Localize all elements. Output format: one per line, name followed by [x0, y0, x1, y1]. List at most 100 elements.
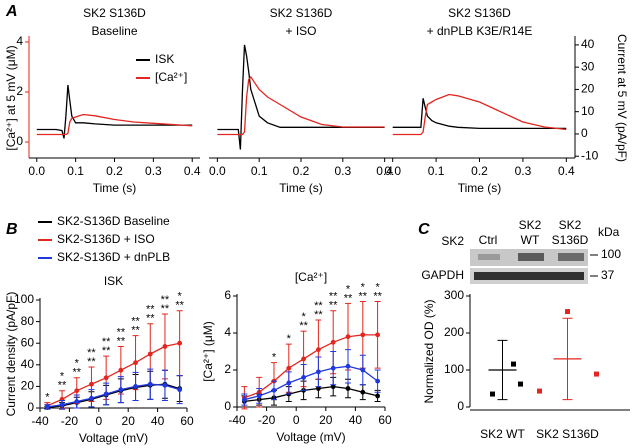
significance-label: *	[301, 311, 306, 323]
lane-label: S136D	[552, 233, 589, 247]
series-line	[36, 84, 193, 139]
y-tick-label: 0	[27, 400, 34, 414]
significance-label: *	[375, 281, 380, 293]
x-tick-label: -20	[258, 413, 276, 427]
data-point	[44, 404, 50, 410]
x-tick-label: 0.3	[515, 164, 532, 178]
significance-label: **	[314, 309, 323, 321]
y-tick-label: 0	[224, 399, 231, 413]
data-point	[330, 339, 336, 345]
x-tick-label: 0.1	[428, 164, 445, 178]
data-point	[301, 356, 306, 362]
significance-label: **	[102, 336, 111, 348]
panel-label: C	[418, 221, 430, 238]
significance-label: **	[299, 320, 308, 332]
row-label: SK2	[441, 234, 464, 248]
data-point	[375, 393, 380, 399]
data-point	[375, 378, 380, 384]
series-line	[36, 113, 193, 136]
chart-subtitle: + ISO	[285, 24, 316, 38]
data-point	[360, 389, 366, 395]
x-tick-label: 0.3	[334, 164, 351, 178]
significance-label: *	[346, 283, 351, 295]
data-point	[490, 391, 495, 397]
data-point	[594, 371, 599, 377]
y-tick-label: 300	[444, 288, 464, 302]
significance-label: **	[359, 290, 368, 302]
x-tick-label: 0.0	[209, 164, 226, 178]
significance-label: **	[117, 326, 126, 338]
y-tick-label: 2	[16, 84, 23, 98]
data-point	[162, 382, 168, 388]
y2-axis-label: Current at 5 mV (pA/pF)	[615, 34, 629, 162]
x-tick-label: SK2 S136D	[536, 427, 599, 441]
x-tick-label: 0.1	[251, 164, 268, 178]
chart-title: ISK	[104, 274, 123, 288]
data-point	[330, 384, 336, 390]
series-line	[244, 365, 378, 401]
y-tick-label: 6	[224, 288, 231, 302]
data-point	[375, 332, 380, 338]
y2-tick-label: 20	[581, 82, 595, 96]
x-tick-label: 0.2	[471, 164, 488, 178]
x-tick-label: -40	[31, 414, 49, 428]
series-line	[217, 75, 385, 136]
y-tick-label: 100	[444, 362, 464, 376]
blot-band	[518, 253, 544, 261]
x-axis-label: Voltage (mV)	[276, 430, 345, 444]
data-point	[133, 360, 138, 366]
significance-label: **	[329, 300, 338, 312]
y-axis-label: [Ca²⁺] (μM)	[201, 321, 215, 382]
series-line	[244, 385, 378, 403]
significance-label: *	[287, 333, 292, 345]
significance-label: **	[175, 300, 184, 312]
data-point	[74, 388, 80, 394]
lane-label: Ctrl	[479, 233, 498, 247]
row-label: GAPDH	[421, 268, 464, 282]
series-line	[47, 383, 180, 408]
data-point	[59, 402, 65, 408]
data-point	[103, 391, 109, 397]
chart-subtitle: Baseline	[91, 24, 137, 38]
x-tick-label: 40	[151, 414, 165, 428]
significance-label: *	[272, 352, 277, 364]
significance-label: **	[161, 294, 170, 306]
significance-label: **	[146, 304, 155, 316]
y-tick-label: 200	[444, 325, 464, 339]
x-tick-label: 0.0	[28, 164, 45, 178]
series-line	[217, 44, 385, 150]
x-tick-label: 60	[378, 413, 392, 427]
data-point	[330, 365, 336, 371]
data-point	[286, 365, 292, 371]
data-point	[316, 386, 321, 391]
chart-title: SK2 S136D	[448, 6, 511, 20]
significance-label: *	[361, 281, 366, 293]
data-point	[118, 367, 124, 373]
x-tick-label: 60	[180, 414, 194, 428]
data-point	[256, 393, 262, 399]
y-tick-label: 100	[14, 292, 34, 306]
x-tick-label: 0.4	[376, 164, 393, 178]
data-point	[316, 369, 321, 375]
series-line	[392, 93, 567, 136]
series-line	[47, 342, 180, 407]
significance-label: **	[102, 345, 111, 357]
data-point	[537, 388, 542, 394]
significance-label: **	[329, 291, 338, 303]
data-point	[118, 387, 124, 393]
y2-tick-label: 10	[581, 104, 595, 118]
x-tick-label: 20	[122, 414, 136, 428]
x-tick-label: 20	[319, 413, 333, 427]
legend-label: ISK	[155, 52, 174, 66]
significance-label: **	[117, 335, 126, 347]
data-point	[345, 334, 351, 340]
y-tick-label: 0	[457, 399, 464, 413]
significance-label: *	[178, 291, 183, 303]
lane-label: WT	[521, 233, 540, 247]
x-tick-label: -40	[228, 413, 246, 427]
blot-band	[558, 253, 584, 261]
chart-title: [Ca²⁺]	[295, 270, 327, 284]
unit-label: kDa	[598, 225, 620, 239]
y-tick-label: 40	[21, 357, 35, 371]
